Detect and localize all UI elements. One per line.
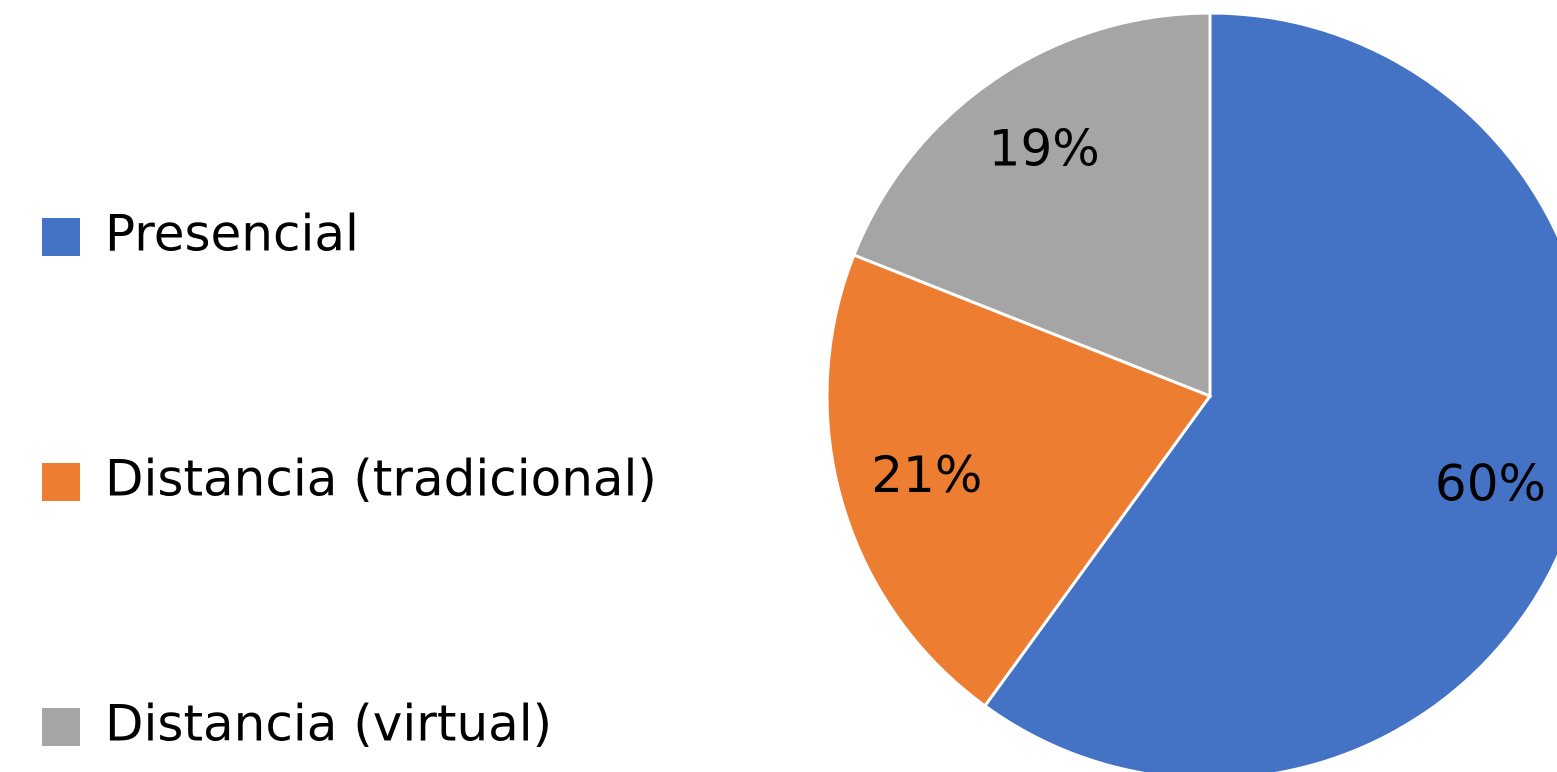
pie-slice	[851, 11, 1212, 399]
data-label: 19%	[989, 120, 1100, 178]
legend-label: Distancia (tradicional)	[105, 450, 657, 508]
legend-label: Distancia (virtual)	[105, 695, 552, 753]
pie-slice	[825, 253, 1213, 708]
legend-label: Presencial	[105, 205, 359, 263]
data-label: 21%	[871, 446, 982, 504]
pie-slice	[982, 11, 1557, 772]
legend-swatch	[42, 218, 80, 256]
data-label: 60%	[1435, 455, 1546, 513]
legend-swatch	[42, 463, 80, 501]
legend-swatch	[42, 708, 80, 746]
